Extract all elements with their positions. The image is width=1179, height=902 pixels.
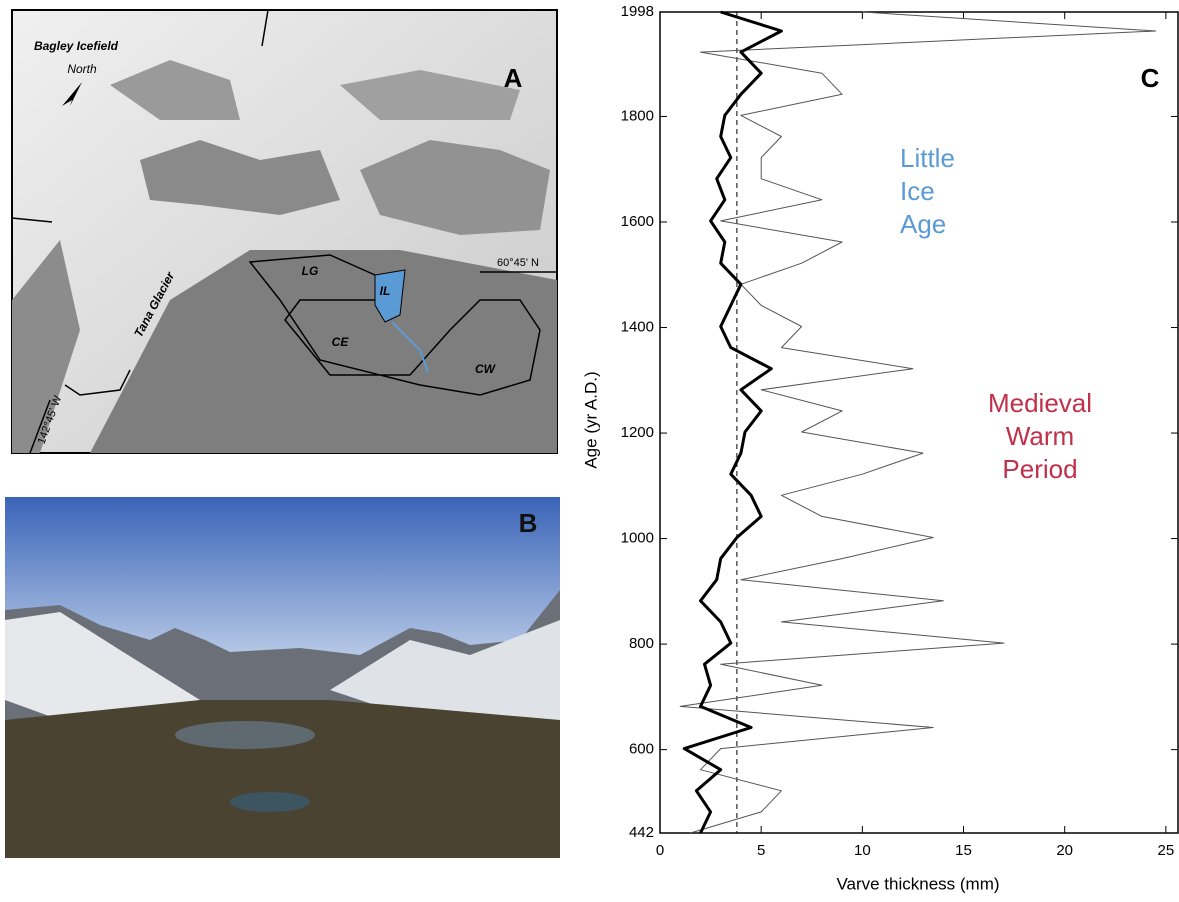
series-line [679,11,1157,834]
lat-label: 60°45' N [497,257,539,269]
lake [175,721,315,749]
y-tick-label: 1998 [621,3,654,20]
annotation: Ice [900,176,935,206]
stream [391,321,429,373]
x-tick-label: 25 [1158,842,1175,859]
annotation: Age [900,209,946,239]
y-tick-label: 1800 [621,107,654,124]
snow [5,612,200,720]
ridge [340,70,520,120]
site-label: CW [475,362,497,376]
ridge [12,240,80,453]
y-tick-label: 442 [629,824,654,841]
north-arrow [62,82,82,106]
annotation: Period [1002,454,1077,484]
y-tick-label: 1000 [621,530,654,547]
graticule [11,217,53,223]
x-tick-label: 15 [955,842,972,859]
series-line [682,10,783,834]
lake [374,269,406,323]
site-label: IL [380,284,391,298]
plot-frame [659,11,1179,834]
y-axis-label: Age (yr A.D.) [581,371,600,468]
y-tick-label: 1600 [621,213,654,230]
annotation: Medieval [988,388,1092,418]
y-tick-label: 800 [629,635,654,652]
ridge [110,60,240,120]
panel-label: B [519,508,538,538]
ridge [90,250,557,453]
site-label: CE [332,335,350,349]
panel-a: Bagley Icefield North A Tana Glacier 60°… [11,9,558,454]
lake [230,792,310,812]
panel-label: C [1141,63,1160,93]
ridge [360,140,550,235]
north-label: North [67,62,97,76]
x-axis-label: Varve thickness (mm) [836,874,999,893]
x-tick-label: 0 [656,842,664,859]
annotation: Warm [1006,421,1074,451]
annotation: Little [900,143,955,173]
y-tick-label: 1400 [621,318,654,335]
glacier-outline [64,369,131,396]
ridge [140,140,340,215]
panel-b: B [5,497,560,858]
panel-label: A [504,63,523,93]
valley [5,700,560,858]
x-tick-label: 20 [1056,842,1073,859]
snow [330,620,560,720]
x-tick-label: 5 [757,842,765,859]
panel-c: C Varve thickness (mm) Age (yr A.D.) 442… [581,3,1179,893]
site-label: LG [302,264,319,278]
graticule [261,9,269,47]
x-tick-label: 10 [854,842,871,859]
y-tick-label: 600 [629,741,654,758]
y-tick-label: 1200 [621,424,654,441]
place-label: Bagley Icefield [34,39,119,53]
graticule [29,399,51,454]
